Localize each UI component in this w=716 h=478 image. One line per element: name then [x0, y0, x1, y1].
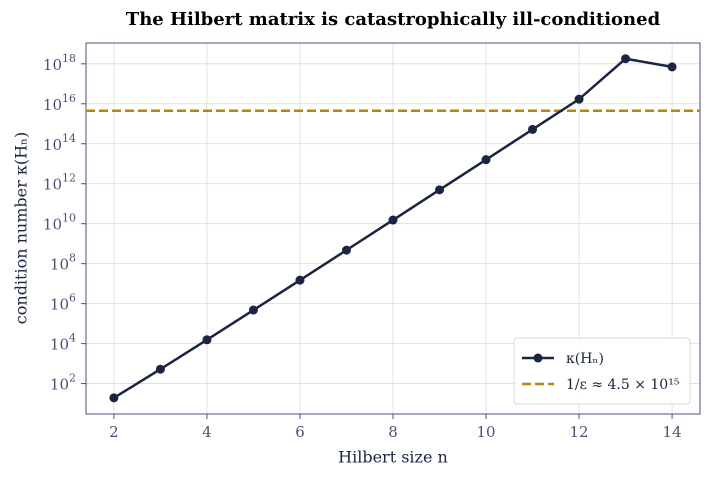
x-tick-label: 2 — [109, 423, 119, 441]
x-tick-label: 4 — [202, 423, 212, 441]
data-point — [388, 215, 398, 225]
x-tick-label: 14 — [663, 423, 682, 441]
data-point — [202, 335, 212, 345]
x-tick-label: 8 — [388, 423, 398, 441]
data-point — [667, 62, 677, 72]
y-axis-label: condition number κ(Hₙ) — [12, 132, 31, 324]
data-point — [155, 364, 165, 374]
data-point — [435, 185, 445, 195]
legend-marker — [533, 353, 543, 363]
chart-title: The Hilbert matrix is catastrophically i… — [126, 9, 661, 30]
data-point — [248, 305, 258, 315]
data-point — [528, 124, 538, 134]
data-point — [621, 54, 631, 64]
data-point — [574, 94, 584, 104]
y-tick-label: 104 — [50, 332, 76, 354]
y-tick-label: 1016 — [43, 92, 76, 114]
y-tick-label: 108 — [50, 252, 76, 274]
x-axis-label: Hilbert size n — [338, 448, 448, 467]
data-point — [481, 155, 491, 165]
x-tick-label: 12 — [570, 423, 589, 441]
data-point — [341, 245, 351, 255]
legend-box — [513, 337, 691, 405]
data-point — [109, 393, 119, 403]
y-tick-label: 1010 — [43, 212, 76, 234]
y-tick-label: 106 — [50, 292, 76, 314]
legend-label: κ(Hₙ) — [566, 351, 604, 367]
x-tick-label: 6 — [295, 423, 305, 441]
legend-label: 1/ε ≈ 4.5 × 10¹⁵ — [566, 377, 680, 393]
y-tick-label: 1018 — [43, 52, 76, 74]
y-tick-label: 1012 — [43, 172, 76, 194]
data-point — [295, 275, 305, 285]
x-tick-label: 10 — [476, 423, 495, 441]
y-tick-label: 102 — [50, 372, 76, 394]
plot-frame — [85, 42, 701, 415]
y-tick-label: 1014 — [43, 132, 76, 154]
